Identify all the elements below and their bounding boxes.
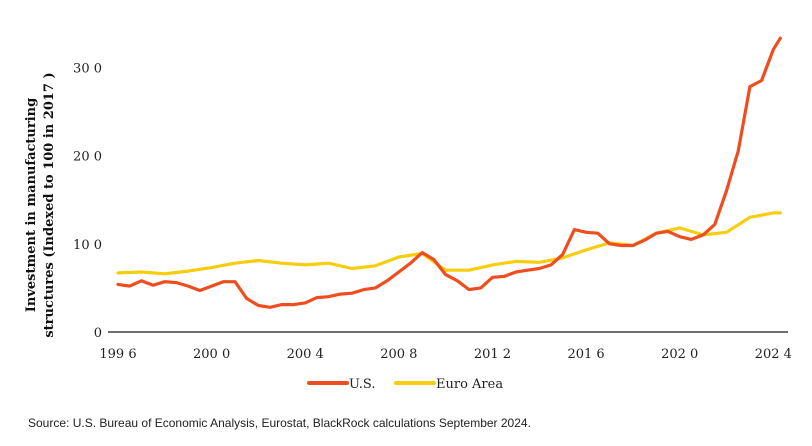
x-tick-label: 202 0	[661, 347, 698, 362]
y-tick-label: 30 0	[73, 61, 102, 76]
y-tick-label: 10 0	[73, 238, 102, 253]
x-tick-label: 201 6	[567, 347, 604, 362]
legend-label-euro-area: Euro Area	[436, 377, 503, 392]
x-tick-labels: 199 6 200 0 200 4 200 8 201 2 201 6 202 0 202 4	[99, 347, 792, 362]
x-tick-label: 202 4	[755, 347, 792, 362]
legend: U.S. Euro Area	[307, 377, 503, 392]
x-tick-label: 200 8	[380, 347, 417, 362]
y-axis-label-line-2: structures (Indexed to 100 in 2017 )	[42, 72, 57, 337]
x-tick-label: 199 6	[99, 347, 136, 362]
y-axis-label: Investment in manufacturing structures (…	[24, 72, 57, 337]
x-tick-label: 200 4	[287, 347, 324, 362]
y-axis-label-line-1: Investment in manufacturing	[24, 98, 39, 312]
series-line-euro-area	[116, 211, 782, 276]
source-note: Source: U.S. Bureau of Economic Analysis…	[28, 416, 531, 430]
y-tick-labels: 0 10 0 20 0 30 0	[73, 61, 102, 341]
series-layer	[116, 36, 782, 309]
series-line-us	[116, 36, 782, 309]
y-tick-label: 0	[94, 326, 102, 341]
y-tick-label: 20 0	[73, 150, 102, 165]
x-tick-label: 200 0	[193, 347, 230, 362]
legend-label-us: U.S.	[349, 377, 375, 392]
chart: Investment in manufacturing structures (…	[24, 36, 792, 392]
x-tick-label: 201 2	[474, 347, 511, 362]
